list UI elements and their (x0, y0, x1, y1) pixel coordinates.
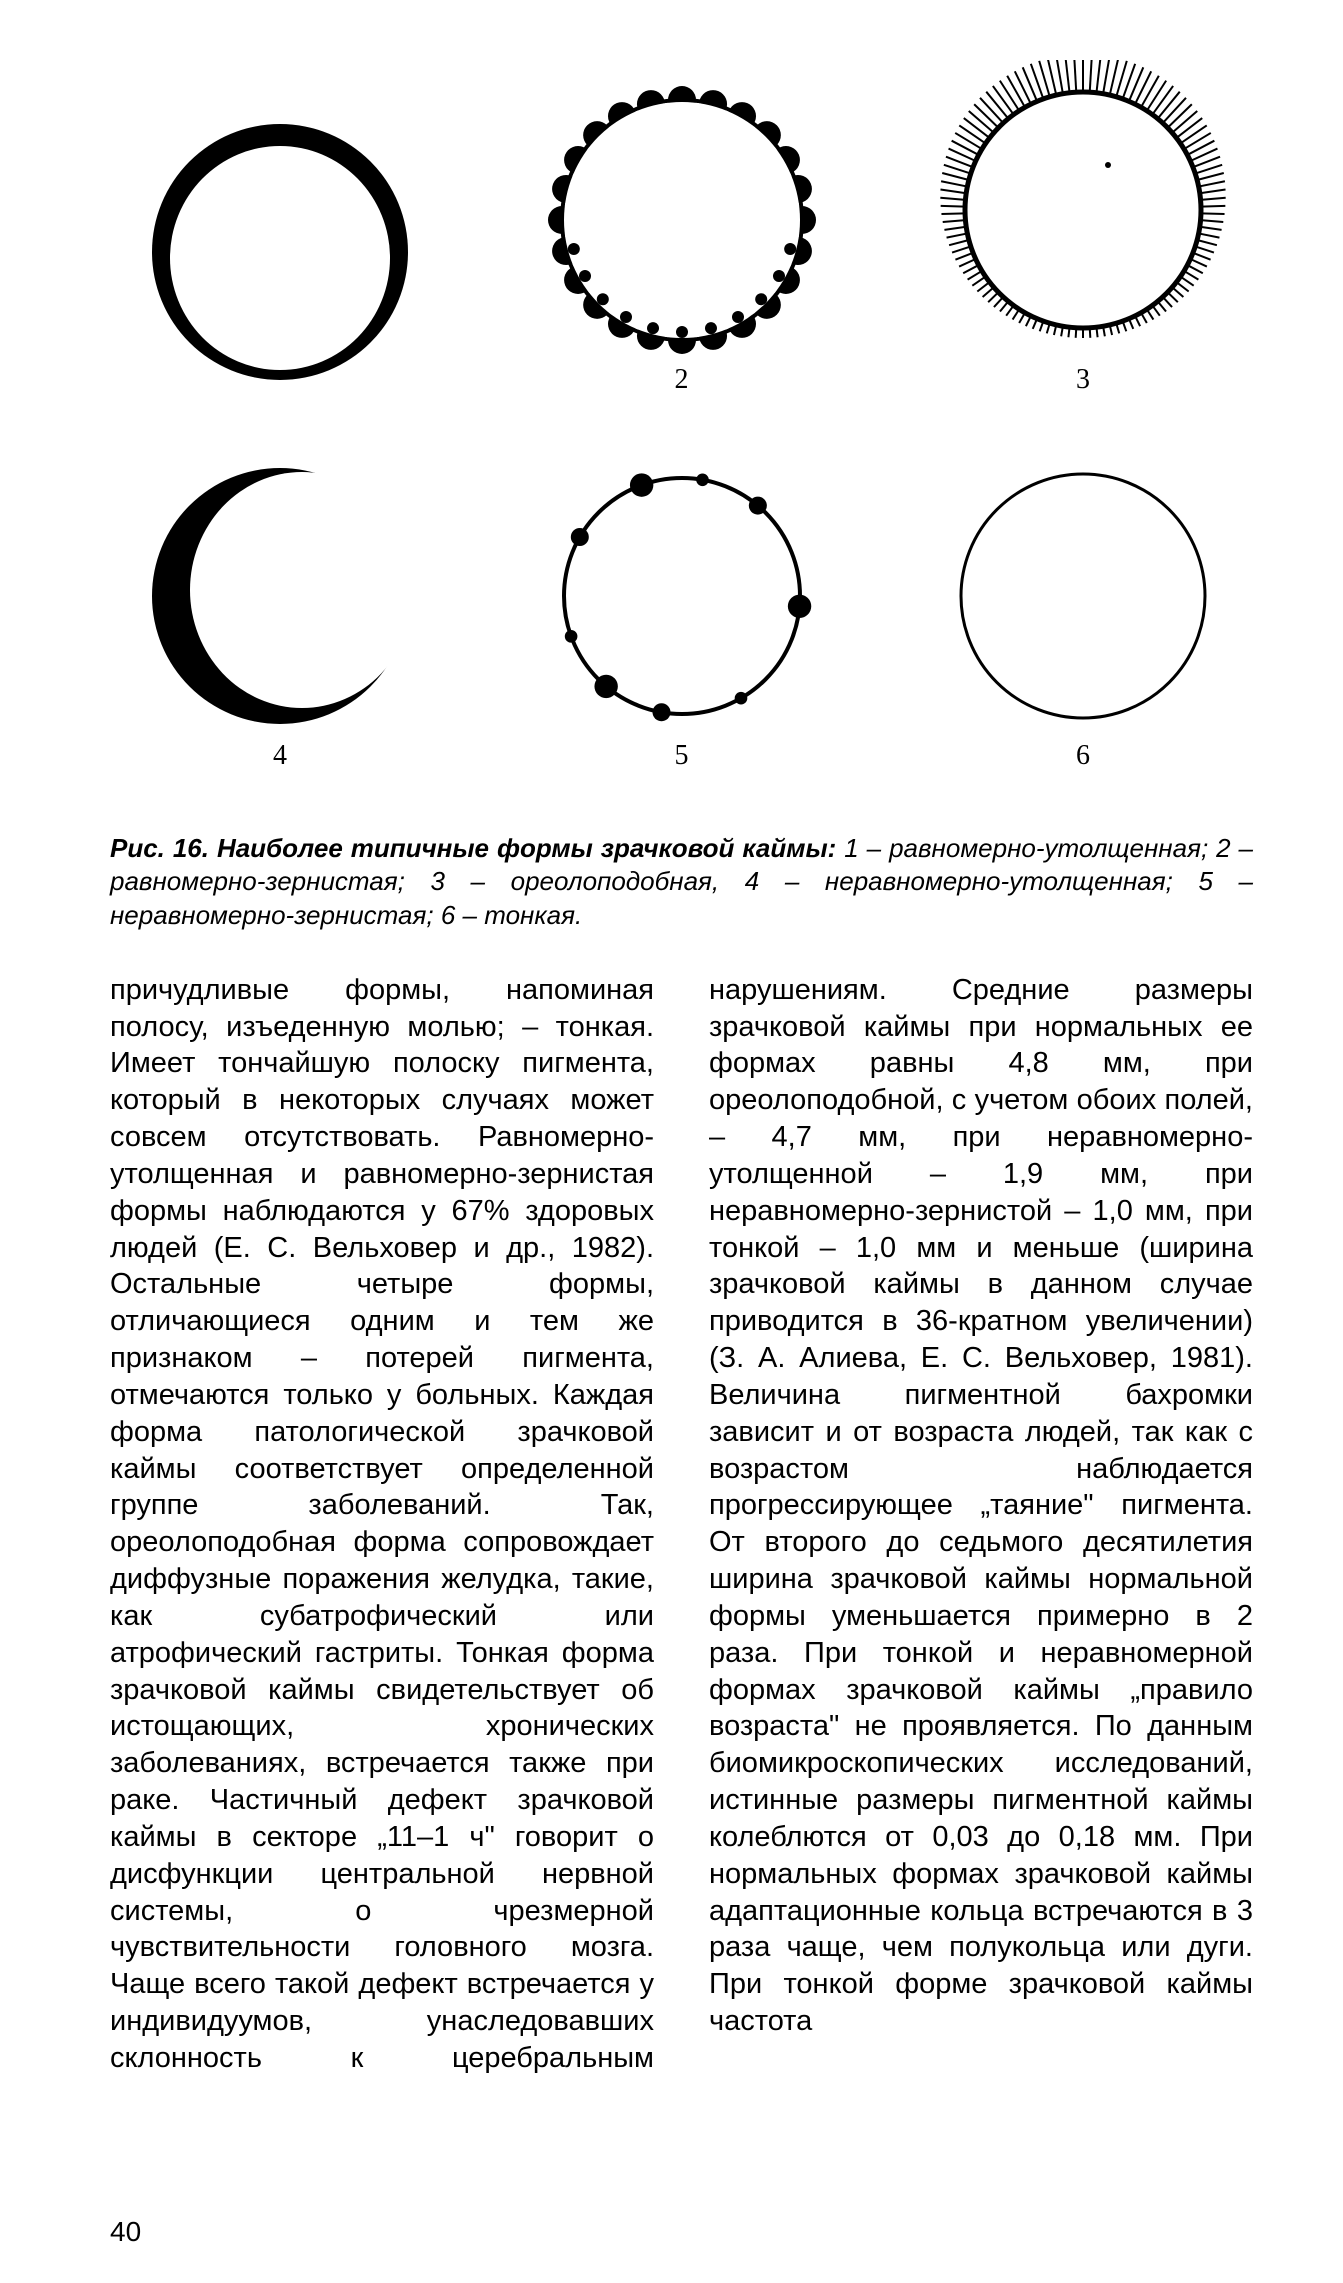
figure-row-1: 2 3 (110, 60, 1253, 396)
body-text-columns: причудливые формы, напоминая полосу, изъ… (110, 972, 1253, 2077)
figure-1-uniform-thick (110, 112, 450, 396)
body-paragraph: причудливые формы, напоминая полосу, изъ… (110, 972, 1253, 2077)
figure-6-thin: 6 (913, 456, 1253, 772)
figure-3-label: 3 (1076, 364, 1090, 396)
figure-4-nonuniform-thick: 4 (110, 456, 450, 772)
ring-thin-icon (933, 456, 1233, 736)
figure-3-halo: 3 (913, 60, 1253, 396)
ring-uniform-granular-icon (532, 80, 832, 360)
figure-2-label: 2 (675, 364, 689, 396)
figure-2-uniform-granular: 2 (512, 80, 852, 396)
ring-nonuniform-granular-icon (532, 456, 832, 736)
figure-5-label: 5 (675, 740, 689, 772)
figure-row-2: 4 5 6 (110, 456, 1253, 772)
page-number: 40 (110, 2216, 141, 2248)
figure-5-nonuniform-granular: 5 (512, 456, 852, 772)
ring-nonuniform-thick-icon (130, 456, 430, 736)
ring-uniform-thick-icon (130, 112, 430, 392)
figure-6-label: 6 (1076, 740, 1090, 772)
figure-caption: Рис. 16. Наиболее типичные формы зрачков… (110, 832, 1253, 932)
figure-caption-bold: Рис. 16. Наиболее типичные формы зрачков… (110, 833, 836, 863)
book-page: 2 3 4 5 (0, 0, 1343, 2283)
figure-4-label: 4 (273, 740, 287, 772)
ring-halo-icon (933, 60, 1233, 360)
